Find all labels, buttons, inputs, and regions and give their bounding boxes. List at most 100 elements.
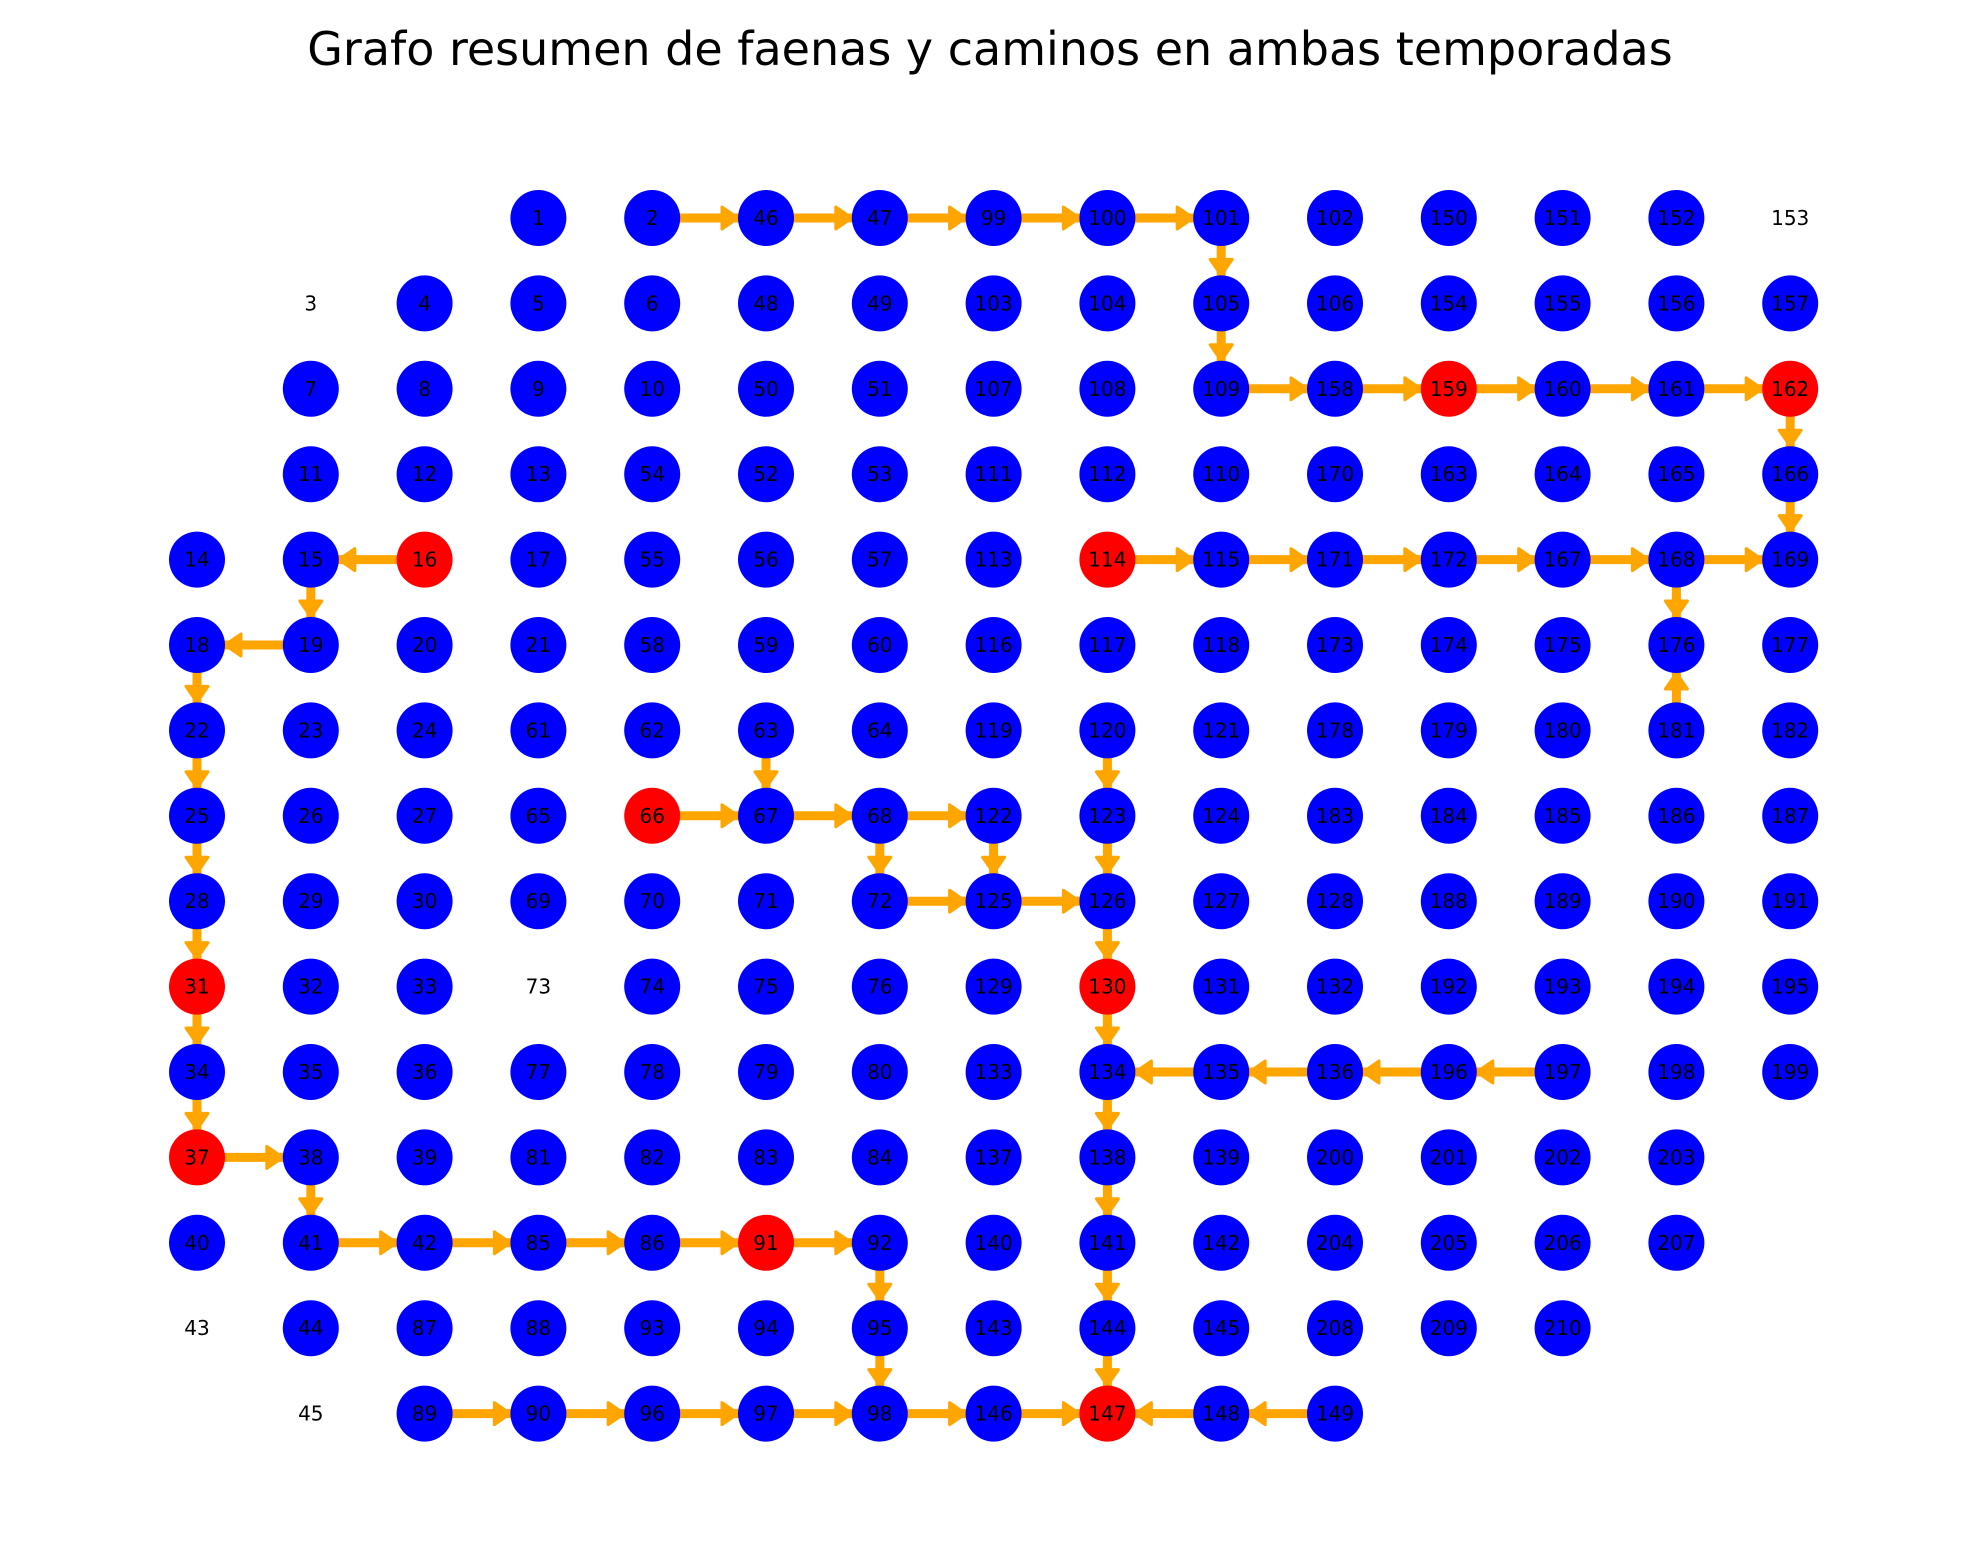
node-15: 15 <box>282 531 339 588</box>
node-marker <box>1420 787 1477 844</box>
node-label: 171 <box>1316 548 1354 572</box>
node-label: 101 <box>1202 206 1240 230</box>
node-label: 169 <box>1771 548 1809 572</box>
node-label: 197 <box>1544 1060 1582 1084</box>
edge-130-134 <box>1094 1010 1120 1049</box>
node-198: 198 <box>1648 1044 1705 1100</box>
node-126: 126 <box>1079 873 1136 930</box>
node-label: 158 <box>1316 377 1354 401</box>
node-157: 157 <box>1762 275 1819 332</box>
node-marker <box>510 360 567 417</box>
node-label: 72 <box>867 889 892 913</box>
node-marker <box>282 1300 339 1357</box>
node-151: 151 <box>1534 190 1591 246</box>
node-marker <box>1648 617 1705 673</box>
node-label: 148 <box>1202 1402 1240 1426</box>
node-28: 28 <box>169 873 225 930</box>
node-marker <box>282 1044 339 1100</box>
node-label: 28 <box>184 889 209 913</box>
node-marker <box>1307 787 1363 844</box>
node-marker <box>1307 873 1363 930</box>
edge-98-146 <box>903 1401 971 1427</box>
node-78: 78 <box>624 1044 681 1100</box>
node-marker <box>1079 1044 1136 1100</box>
node-label: 129 <box>975 975 1013 999</box>
node-label: 120 <box>1088 718 1126 742</box>
node-marker <box>965 360 1022 417</box>
node-label: 98 <box>867 1402 892 1426</box>
node-label: 78 <box>639 1060 664 1084</box>
node-marker <box>965 1385 1022 1442</box>
node-label: 93 <box>639 1316 664 1340</box>
node-101: 101 <box>1193 190 1250 246</box>
node-label: 56 <box>753 548 778 572</box>
node-marker <box>1534 446 1591 503</box>
node-label: 77 <box>526 1060 551 1084</box>
node-145: 145 <box>1193 1300 1250 1357</box>
node-152: 152 <box>1648 190 1705 246</box>
node-label: 117 <box>1088 633 1126 657</box>
node-89: 89 <box>396 1385 453 1442</box>
node-label: 195 <box>1771 975 1809 999</box>
node-119: 119 <box>965 702 1022 759</box>
node-163: 163 <box>1420 446 1477 503</box>
node-label: 163 <box>1430 462 1468 486</box>
node-label: 168 <box>1657 548 1695 572</box>
node-label: 139 <box>1202 1145 1240 1169</box>
node-73: 73 <box>526 975 551 999</box>
node-marker <box>282 1214 339 1271</box>
node-label: 60 <box>867 633 892 657</box>
node-label: 204 <box>1316 1231 1354 1255</box>
node-label: 21 <box>526 633 551 657</box>
node-26: 26 <box>282 787 339 844</box>
node-marker <box>1079 787 1136 844</box>
node-marker <box>1307 1385 1363 1442</box>
edge-72-125 <box>903 888 971 914</box>
node-marker <box>1193 787 1250 844</box>
node-label: 162 <box>1771 377 1809 401</box>
node-118: 118 <box>1193 617 1250 673</box>
node-81: 81 <box>510 1129 567 1186</box>
node-label: 47 <box>867 206 892 230</box>
node-label: 143 <box>975 1316 1013 1340</box>
edge-2-46 <box>675 205 743 231</box>
node-171: 171 <box>1307 531 1363 588</box>
node-marker <box>624 531 681 588</box>
edge-160-161 <box>1586 376 1653 402</box>
node-129: 129 <box>965 958 1022 1015</box>
node-marker <box>396 446 453 503</box>
node-marker <box>510 275 567 332</box>
node-label: 27 <box>412 804 437 828</box>
chart-title: Grafo resumen de faenas y caminos en amb… <box>307 22 1673 76</box>
node-label: 193 <box>1544 975 1582 999</box>
node-62: 62 <box>624 702 681 759</box>
node-marker <box>1307 958 1363 1015</box>
node-marker <box>396 275 453 332</box>
node-56: 56 <box>738 531 794 588</box>
node-59: 59 <box>738 617 794 673</box>
node-label: 113 <box>975 548 1013 572</box>
node-label: 128 <box>1316 889 1354 913</box>
node-label: 196 <box>1430 1060 1468 1084</box>
node-marker <box>851 531 908 588</box>
node-marker <box>510 1214 567 1271</box>
node-marker <box>1420 873 1477 930</box>
node-marker <box>1648 958 1705 1015</box>
node-marker <box>510 873 567 930</box>
node-label: 40 <box>184 1231 209 1255</box>
node-marker <box>624 1129 681 1186</box>
node-marker <box>965 1044 1022 1100</box>
edge-16-15 <box>334 547 402 573</box>
node-marker <box>396 1214 453 1271</box>
node-45: 45 <box>298 1402 323 1426</box>
node-92: 92 <box>851 1214 908 1271</box>
node-marker <box>1762 531 1819 588</box>
node-marker <box>1079 617 1136 673</box>
node-label: 20 <box>412 633 437 657</box>
node-label: 159 <box>1430 377 1468 401</box>
node-label: 100 <box>1088 206 1126 230</box>
node-label: 29 <box>298 889 323 913</box>
node-61: 61 <box>510 702 567 759</box>
node-1: 1 <box>510 190 567 246</box>
node-label: 198 <box>1657 1060 1695 1084</box>
